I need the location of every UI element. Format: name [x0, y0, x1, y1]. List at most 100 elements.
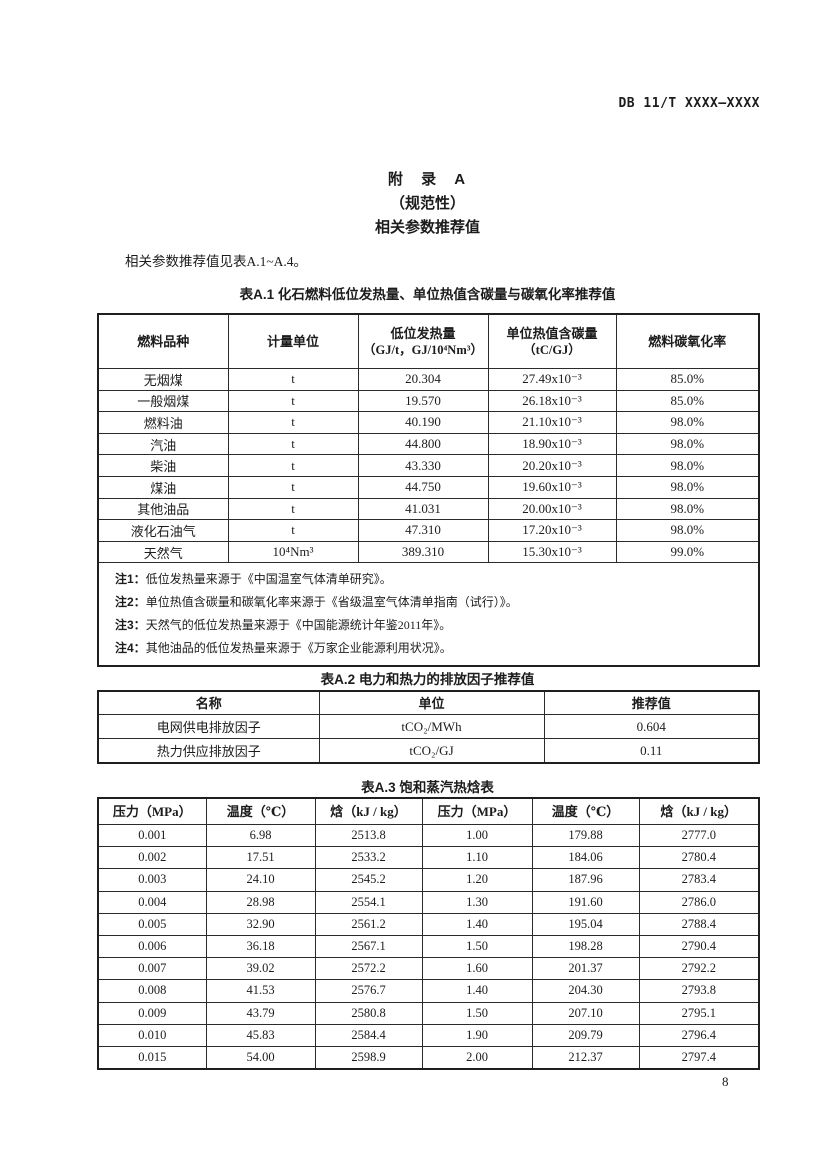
- table-cell: 2572.2: [314, 957, 423, 981]
- column-header: 焓（kJ / kg）: [638, 797, 760, 825]
- table-cell: 24.10: [205, 868, 316, 892]
- table-cell: 19.570: [357, 389, 489, 413]
- note-text: 单位热值含碳量和碳氧化率来源于《省级温室气体清单指南（试行）》。: [145, 595, 518, 610]
- table-row: 0.015 54.00 2598.9 2.00 212.37 2797.4: [97, 1045, 760, 1070]
- table-cell: 98.0%: [615, 519, 760, 542]
- table-cell: 39.02: [205, 957, 316, 981]
- table-row: 0.004 28.98 2554.1 1.30 191.60 2786.0: [97, 890, 760, 914]
- table-cell: 1.40: [421, 979, 533, 1003]
- table-cell: 389.310: [357, 540, 489, 564]
- table-cell: 99.0%: [615, 540, 760, 564]
- table-row: 燃料油 t 40.190 21.10x10⁻³ 98.0%: [97, 411, 760, 434]
- table-row: 0.010 45.83 2584.4 1.90 209.79 2796.4: [97, 1023, 760, 1047]
- appendix-title-block: 附 录 A （规范性） 相关参数推荐值: [97, 168, 758, 240]
- table-row: 热力供应排放因子 tCO₂/GJ 0.11: [97, 738, 760, 764]
- table-a1: 燃料品种 计量单位 低位发热量 （GJ/t，GJ/10⁴Nm³） 单位热值含碳量…: [97, 313, 760, 668]
- column-header: 温度（℃）: [205, 797, 316, 825]
- table-cell: 2797.4: [638, 1045, 760, 1070]
- table-cell: 201.37: [531, 957, 640, 981]
- column-header: 名称: [97, 690, 320, 715]
- table-cell: t: [227, 432, 359, 456]
- table-note: 注2：单位热值含碳量和碳氧化率来源于《省级温室气体清单指南（试行）》。: [115, 591, 750, 614]
- table-cell: 44.800: [357, 432, 489, 456]
- appendix-normative-label: （规范性）: [389, 195, 465, 212]
- table-cell: 187.96: [531, 868, 640, 892]
- table-cell: 98.0%: [615, 497, 760, 521]
- table-cell: 98.0%: [615, 432, 760, 456]
- table-cell: 36.18: [205, 934, 316, 959]
- table-cell: 柴油: [97, 454, 229, 477]
- table-cell: 85.0%: [615, 389, 760, 413]
- table-cell: 17.51: [205, 846, 316, 870]
- table-row: 0.005 32.90 2561.2 1.40 195.04 2788.4: [97, 912, 760, 936]
- table-a3-caption: 表A.3 饱和蒸汽热焓表: [361, 780, 494, 795]
- table-row: 液化石油气 t 47.310 17.20x10⁻³ 98.0%: [97, 519, 760, 542]
- table-cell: 天然气: [97, 540, 229, 564]
- table-cell: 2780.4: [638, 846, 760, 870]
- column-header: 单位: [318, 690, 545, 715]
- table-cell: 10⁴Nm³: [227, 540, 359, 564]
- table-cell: 0.002: [97, 846, 207, 870]
- column-header: 计量单位: [227, 313, 359, 369]
- table-row: 天然气 10⁴Nm³ 389.310 15.30x10⁻³ 99.0%: [97, 540, 760, 564]
- table-cell: 1.40: [421, 912, 533, 936]
- table-row: 柴油 t 43.330 20.20x10⁻³ 98.0%: [97, 454, 760, 477]
- table-cell: 2545.2: [314, 868, 423, 892]
- column-header: 低位发热量 （GJ/t，GJ/10⁴Nm³）: [357, 313, 489, 369]
- table-cell: 2554.1: [314, 890, 423, 914]
- column-header: 压力（MPa）: [421, 797, 533, 825]
- note-label: 注3：: [115, 618, 146, 633]
- table-cell: 2576.7: [314, 979, 423, 1003]
- table-cell: 21.10x10⁻³: [487, 411, 617, 434]
- table-cell: 15.30x10⁻³: [487, 540, 617, 564]
- column-header-title: 低位发热量: [390, 325, 456, 341]
- table-cell: 煤油: [97, 475, 229, 499]
- table-cell: 其他油品: [97, 497, 229, 521]
- table-row: 0.009 43.79 2580.8 1.50 207.10 2795.1: [97, 1001, 760, 1025]
- table-cell: tCO₂/GJ: [318, 738, 545, 764]
- table-row: 0.001 6.98 2513.8 1.00 179.88 2777.0: [97, 823, 760, 848]
- table-cell: 2795.1: [638, 1001, 760, 1025]
- table-cell: 0.008: [97, 979, 207, 1003]
- table-cell: 28.98: [205, 890, 316, 914]
- table-cell: 1.90: [421, 1023, 533, 1047]
- table-cell: 43.330: [357, 454, 489, 477]
- table-cell: t: [227, 497, 359, 521]
- table-a2-caption: 表A.2 电力和热力的排放因子推荐值: [320, 672, 535, 687]
- table-a1-caption: 表A.1 化石燃料低位发热量、单位热值含碳量与碳氧化率推荐值: [239, 287, 616, 302]
- table-cell: 1.50: [421, 1001, 533, 1025]
- table-note: 注4：其他油品的低位发热量来源于《万家企业能源利用状况》。: [115, 637, 750, 660]
- table-cell: 204.30: [531, 979, 640, 1003]
- table-cell: 27.49x10⁻³: [487, 368, 617, 391]
- table-cell: 0.001: [97, 823, 207, 848]
- table-cell: 2561.2: [314, 912, 423, 936]
- table-note: 注1：低位发热量来源于《中国温室气体清单研究》。: [115, 568, 750, 591]
- table-cell: 85.0%: [615, 368, 760, 391]
- table-cell: 2777.0: [638, 823, 760, 848]
- table-cell: 20.00x10⁻³: [487, 497, 617, 521]
- table-row: 0.002 17.51 2533.2 1.10 184.06 2780.4: [97, 846, 760, 870]
- page-number: 8: [722, 1074, 729, 1089]
- table-cell: 20.304: [357, 368, 489, 391]
- table-cell: 无烟煤: [97, 368, 229, 391]
- table-cell: 212.37: [531, 1045, 640, 1070]
- column-header: 燃料品种: [97, 313, 229, 369]
- table-cell: 17.20x10⁻³: [487, 519, 617, 542]
- table-cell: 41.53: [205, 979, 316, 1003]
- table-cell: 燃料油: [97, 411, 229, 434]
- table-cell: 2792.2: [638, 957, 760, 981]
- table-cell: 40.190: [357, 411, 489, 434]
- appendix-subtitle: 相关参数推荐值: [374, 219, 480, 236]
- table-cell: 0.005: [97, 912, 207, 936]
- table-cell: 54.00: [205, 1045, 316, 1070]
- table-row: 煤油 t 44.750 19.60x10⁻³ 98.0%: [97, 475, 760, 499]
- table-a3: 压力（MPa） 温度（℃） 焓（kJ / kg） 压力（MPa） 温度（℃） 焓…: [97, 797, 760, 1071]
- table-cell: 0.604: [543, 714, 760, 739]
- table-cell: 2.00: [421, 1045, 533, 1070]
- note-label: 注1：: [115, 572, 146, 587]
- table-cell: 2786.0: [638, 890, 760, 914]
- table-cell: 2580.8: [314, 1001, 423, 1025]
- table-cell: 207.10: [531, 1001, 640, 1025]
- table-a2: 名称 单位 推荐值 电网供电排放因子 tCO₂/MWh 0.604 热力供应排放…: [97, 690, 760, 764]
